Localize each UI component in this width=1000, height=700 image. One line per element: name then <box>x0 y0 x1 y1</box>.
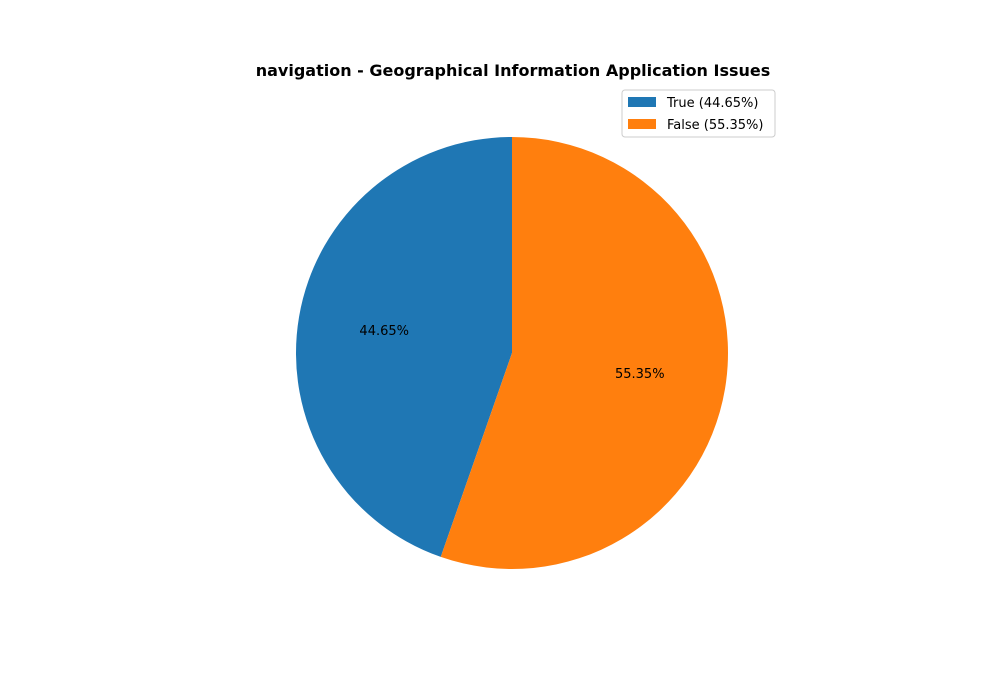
legend-swatch-false <box>628 119 656 129</box>
pie-group <box>295 137 728 569</box>
slice-label-group: 44.65% 55.35% <box>359 324 664 382</box>
legend-frame <box>621 89 776 138</box>
pie-slice-false <box>440 137 728 569</box>
pie-slice-true <box>295 137 512 557</box>
legend-label-false: False (55.35%) <box>667 118 763 133</box>
slice-label-false: 55.35% <box>615 367 665 382</box>
legend: True (44.65%) False (55.35%) <box>621 89 776 138</box>
legend-swatch-true <box>628 97 656 107</box>
legend-label-true: True (44.65%) <box>666 96 758 111</box>
chart-title: navigation - Geographical Information Ap… <box>256 61 771 80</box>
slice-label-true: 44.65% <box>359 324 409 339</box>
